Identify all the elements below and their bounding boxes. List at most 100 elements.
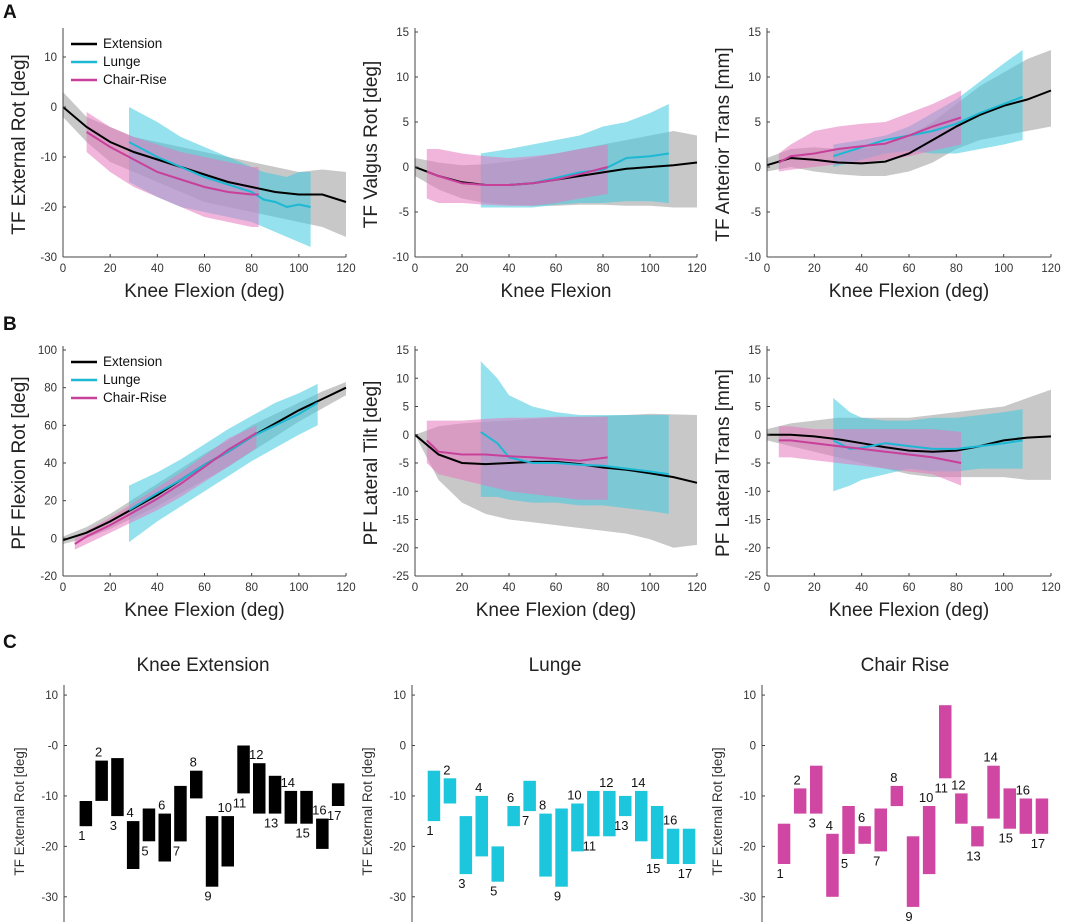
x-tick-label-B3: 20 (808, 582, 821, 594)
bar-label-C1-12: 12 (249, 747, 263, 762)
line-chair-rise-B1 (74, 432, 257, 545)
bar-label-C3-10: 10 (919, 790, 933, 805)
y-tick-label-A2: 5 (403, 117, 409, 129)
bar-label-C3-8: 8 (890, 770, 897, 785)
bar-label-C3-11: 11 (934, 780, 948, 795)
bar-C1-16 (316, 818, 329, 849)
bar-label-C1-17: 17 (327, 808, 341, 823)
x-tick-label-B3: 60 (903, 582, 916, 594)
bar-label-C2-13: 13 (614, 818, 628, 833)
bar-C1-6 (158, 813, 171, 862)
line-extension-B2 (414, 434, 698, 484)
bar-label-C3-6: 6 (858, 810, 865, 825)
y-tick-label-C2: -30 (389, 892, 406, 904)
x-tick-label-A2: 120 (687, 263, 706, 275)
bar-label-C1-7: 7 (173, 843, 180, 858)
line-chair-rise-A3 (778, 116, 962, 164)
y-tick-label-C1: -20 (41, 841, 58, 853)
bar-C1-2 (95, 760, 108, 801)
x-tick-label-A2: 0 (412, 263, 418, 275)
x-tick-label-A3: 120 (1041, 263, 1060, 275)
x-tick-label-A1: 0 (60, 263, 66, 275)
bar-label-C1-16: 16 (312, 803, 326, 818)
bar-C3-17 (1035, 798, 1049, 834)
bar-label-C3-17: 17 (1031, 836, 1045, 851)
band-chair-rise-A2 (426, 144, 608, 206)
y-tick-label-B1: 80 (44, 383, 57, 395)
x-tick-label-A3: 100 (994, 263, 1013, 275)
x-tick-label-B3: 80 (950, 582, 963, 594)
bar-label-C3-2: 2 (794, 772, 801, 787)
chart-B3: 0 20 40 60 80 100 120 -25 -20 -15 -10 -5 0 5 10 15 Knee … (713, 345, 1061, 621)
bar-C2-4 (475, 795, 488, 857)
x-tick-label-A1: 80 (245, 263, 258, 275)
y-tick-label-C3: -30 (739, 892, 756, 904)
x-tick-label-A1: 100 (289, 263, 308, 275)
bar-label-C1-9: 9 (204, 889, 211, 904)
legend-label-lunge: Lunge (103, 372, 141, 387)
bar-C3-2 (793, 788, 807, 814)
x-tick-label-A3: 60 (903, 263, 916, 275)
x-axis-label-B1: Knee Flexion (deg) (124, 600, 285, 621)
line-lunge-B1 (128, 401, 319, 511)
bar-label-C2-9: 9 (554, 889, 561, 904)
line-chair-rise-A1 (86, 131, 259, 196)
x-tick-label-B1: 100 (289, 582, 308, 594)
bar-label-C2-17: 17 (678, 866, 692, 881)
x-axis-label-A1: Knee Flexion (deg) (124, 281, 285, 302)
y-tick-label-A2: 10 (396, 72, 409, 84)
y-tick-label-B3: -15 (744, 515, 761, 527)
x-tick-label-A2: 60 (550, 263, 563, 275)
y-axis-label-C2: TF External Rot [deg] (360, 747, 375, 875)
legend-label-chair-rise: Chair-Rise (103, 72, 167, 87)
bar-C3-12 (955, 793, 968, 824)
bar-C2-5 (491, 846, 504, 882)
bar-label-C1-5: 5 (141, 843, 148, 858)
line-lunge-A1 (128, 141, 311, 209)
y-axis-label-B3: PF Lateral Trans [mm] (713, 369, 734, 557)
bar-label-C1-13: 13 (264, 816, 278, 831)
y-tick-label-A3: 15 (748, 27, 761, 39)
y-axis-label-A1: TF External Rot [deg] (9, 54, 30, 235)
x-tick-label-B2: 40 (503, 582, 516, 594)
bar-label-C2-15: 15 (646, 861, 660, 876)
bar-C3-16 (1019, 798, 1033, 834)
x-tick-label-B1: 40 (151, 582, 164, 594)
line-extension-A3 (766, 89, 1052, 167)
x-axis-label-A3: Knee Flexion (deg) (829, 281, 990, 302)
y-tick-label-B3: -20 (744, 543, 761, 555)
bar-label-C2-1: 1 (426, 823, 433, 838)
x-tick-label-A3: 40 (855, 263, 868, 275)
y-axis-label-C1: TF External Rot [deg] (12, 747, 27, 875)
bar-C3-15 (1003, 788, 1016, 829)
panel-letter-a: A (3, 2, 17, 23)
bar-C2-2 (443, 778, 457, 804)
bar-label-C3-9: 9 (905, 909, 912, 924)
x-tick-label-B1: 80 (245, 582, 258, 594)
y-tick-label-C1: -0 (48, 741, 58, 753)
bar-C2-11 (587, 790, 600, 837)
bar-C3-10 (922, 806, 936, 875)
y-axis-label-A3: TF Anterior Trans [mm] (713, 47, 734, 241)
y-tick-label-A3: -10 (744, 252, 761, 264)
y-tick-label-C2: 10 (393, 690, 406, 702)
bar-C1-13 (268, 775, 282, 814)
x-tick-label-B1: 20 (104, 582, 117, 594)
chart-C1: Knee Extension -30 -20 -10 -0 10 TF External R… (12, 655, 345, 922)
y-tick-label-B1: 100 (38, 345, 57, 357)
y-tick-label-C1: 10 (45, 690, 58, 702)
y-tick-label-B1: 40 (44, 458, 57, 470)
x-tick-label-B1: 120 (336, 582, 355, 594)
bar-C3-14 (987, 765, 1000, 819)
y-tick-label-A2: -10 (392, 252, 409, 264)
bar-C3-11 (939, 705, 952, 779)
legend-label-chair-rise: Chair-Rise (103, 390, 167, 405)
x-tick-label-B2: 80 (597, 582, 610, 594)
bar-C2-6 (507, 806, 520, 827)
y-tick-label-A1: -20 (40, 202, 57, 214)
bar-C1-1 (79, 801, 93, 827)
bar-label-C3-1: 1 (776, 866, 783, 881)
